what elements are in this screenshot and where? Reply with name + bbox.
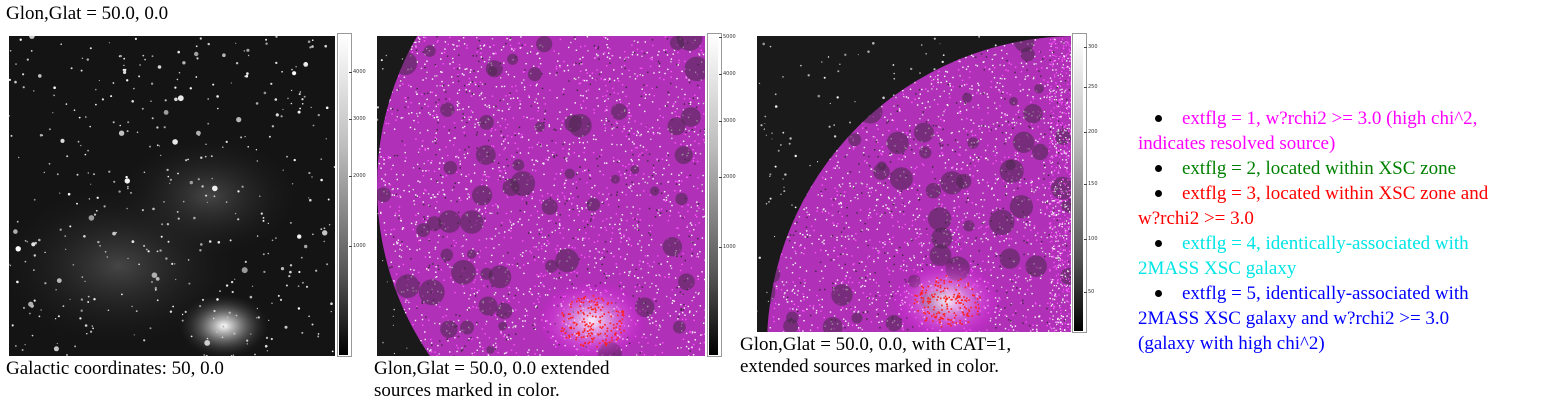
legend-line: (galaxy with high chi^2) bbox=[1138, 333, 1325, 354]
legend-item-extflg-3: extflg = 3, located within XSC zone and … bbox=[1138, 181, 1556, 231]
colorbar-2-tick-label: 2000 bbox=[723, 174, 736, 180]
colorbar-3-tick bbox=[1084, 292, 1087, 293]
colorbar-3-tick bbox=[1084, 132, 1087, 133]
legend-item-extflg-2: extflg = 2, located within XSC zone bbox=[1138, 156, 1556, 181]
caption-panel-1: Galactic coordinates: 50, 0.0 bbox=[6, 358, 224, 380]
colorbar-2-tick bbox=[719, 177, 722, 178]
caption-line: sources marked in color. bbox=[374, 380, 560, 401]
sky-image-extended-sources bbox=[377, 36, 705, 356]
legend-line: extflg = 3, located within XSC zone and bbox=[1182, 183, 1489, 204]
colorbar-3-tick-label: 300 bbox=[1088, 44, 1098, 50]
caption-line: Galactic coordinates: 50, 0.0 bbox=[6, 358, 224, 379]
colorbar-3-tick bbox=[1084, 47, 1087, 48]
colorbar-3-tick bbox=[1084, 184, 1087, 185]
sky-image-cat1-extended-sources bbox=[757, 36, 1071, 332]
colorbar-3-tick bbox=[1084, 239, 1087, 240]
legend-line: 2MASS XSC galaxy and w?rchi2 >= 3.0 bbox=[1138, 308, 1450, 329]
bullet-icon bbox=[1155, 115, 1162, 122]
colorbar-2-tick bbox=[719, 37, 722, 38]
legend-item-extflg-5: extflg = 5, identically-associated with … bbox=[1138, 281, 1556, 356]
sky-image-extended-sources-canvas bbox=[377, 36, 705, 356]
colorbar-1-tick bbox=[349, 246, 352, 247]
colorbar-3-tick-label: 100 bbox=[1088, 236, 1098, 242]
caption-panel-3: Glon,Glat = 50.0, 0.0, with CAT=1, exten… bbox=[740, 334, 1011, 378]
colorbar-3-tick-label: 150 bbox=[1088, 181, 1098, 187]
legend-line: extflg = 2, located within XSC zone bbox=[1182, 158, 1457, 179]
colorbar-2-tick bbox=[719, 121, 722, 122]
legend-line: extflg = 1, w?rchi2 >= 3.0 (high chi^2, bbox=[1182, 108, 1478, 129]
colorbar-1-tick-label: 2000 bbox=[353, 173, 366, 179]
caption-line: Glon,Glat = 50.0, 0.0 extended bbox=[374, 358, 610, 379]
caption-panel-2: Glon,Glat = 50.0, 0.0 extended sources m… bbox=[374, 358, 610, 402]
colorbar-2-tick-label: 1000 bbox=[723, 244, 736, 250]
colorbar-3-tick-label: 250 bbox=[1088, 84, 1098, 90]
colorbar-2-ramp bbox=[709, 35, 718, 355]
colorbar-2: 5000 4000 3000 2000 1000 bbox=[707, 33, 736, 357]
colorbar-2-tick bbox=[719, 247, 722, 248]
bullet-icon bbox=[1155, 240, 1162, 247]
colorbar-2-tick-label: 4000 bbox=[723, 71, 736, 77]
colorbar-1-tick bbox=[349, 72, 352, 73]
colorbar-3-tick bbox=[1084, 87, 1087, 88]
colorbar-1-tick bbox=[349, 176, 352, 177]
caption-line: Glon,Glat = 50.0, 0.0, with CAT=1, bbox=[740, 334, 1012, 355]
bullet-icon bbox=[1155, 190, 1162, 197]
legend-line: 2MASS XSC galaxy bbox=[1138, 258, 1297, 279]
colorbar-1-tick-label: 4000 bbox=[353, 69, 366, 75]
sky-image-cat1-canvas bbox=[757, 36, 1071, 332]
bullet-icon bbox=[1155, 165, 1162, 172]
sky-image-galactic bbox=[9, 36, 335, 356]
colorbar-1-ramp bbox=[339, 35, 348, 355]
legend-line: extflg = 5, identically-associated with bbox=[1182, 283, 1469, 304]
page-heading: Glon,Glat = 50.0, 0.0 bbox=[6, 3, 169, 24]
colorbar-1: 4000 3000 2000 1000 bbox=[337, 33, 366, 357]
bullet-icon bbox=[1155, 290, 1162, 297]
colorbar-3-ramp bbox=[1074, 35, 1083, 331]
caption-line: extended sources marked in color. bbox=[740, 356, 1000, 377]
extflg-legend: extflg = 1, w?rchi2 >= 3.0 (high chi^2, … bbox=[1138, 106, 1556, 356]
sky-image-galactic-canvas bbox=[9, 36, 335, 356]
legend-item-extflg-1: extflg = 1, w?rchi2 >= 3.0 (high chi^2, … bbox=[1138, 106, 1556, 156]
colorbar-2-tick bbox=[719, 74, 722, 75]
legend-item-extflg-4: extflg = 4, identically-associated with … bbox=[1138, 231, 1556, 281]
legend-line: w?rchi2 >= 3.0 bbox=[1138, 208, 1254, 229]
colorbar-1-tick-label: 3000 bbox=[353, 116, 366, 122]
colorbar-1-tick bbox=[349, 119, 352, 120]
colorbar-3-tick-label: 200 bbox=[1088, 129, 1098, 135]
colorbar-3-tick-label: 50 bbox=[1088, 289, 1095, 295]
legend-line: extflg = 4, identically-associated with bbox=[1182, 233, 1469, 254]
colorbar-2-tick-label: 3000 bbox=[723, 118, 736, 124]
colorbar-3: 300 250 200 150 100 50 bbox=[1072, 33, 1098, 333]
legend-line: indicates resolved source) bbox=[1138, 133, 1336, 154]
colorbar-1-tick-label: 1000 bbox=[353, 243, 366, 249]
colorbar-2-tick-label: 5000 bbox=[723, 34, 736, 40]
